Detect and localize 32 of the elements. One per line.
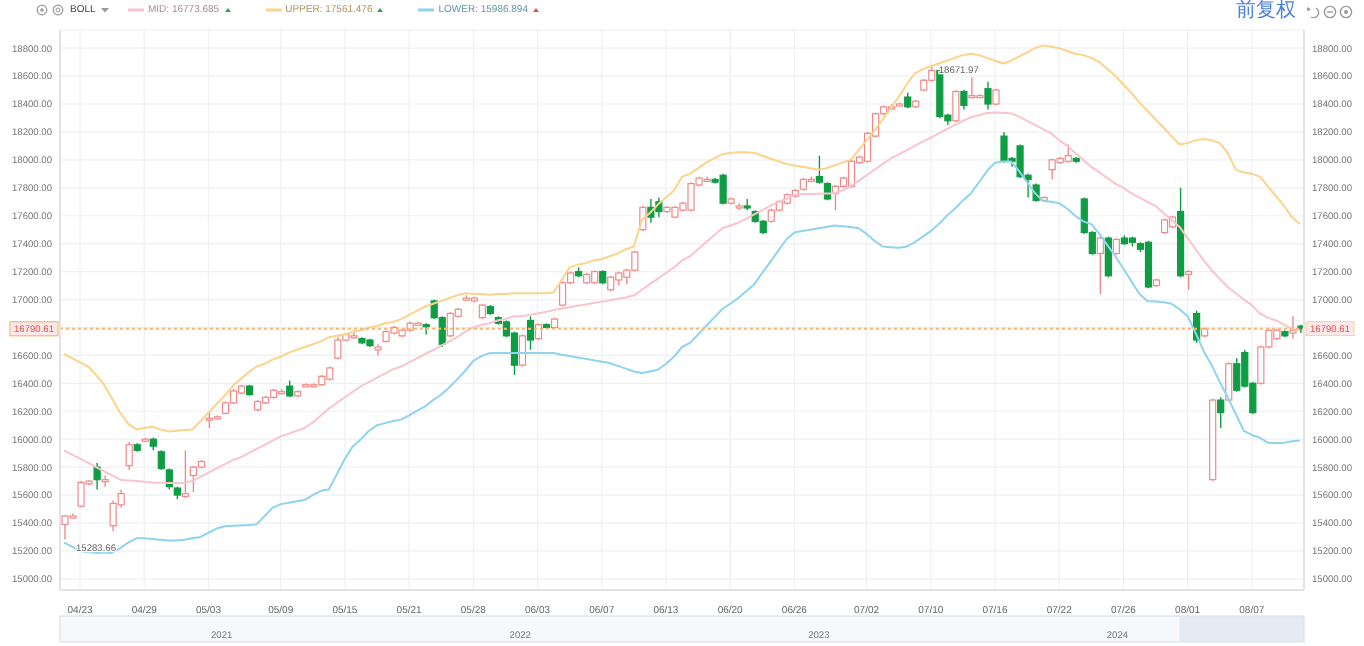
candlestick: [334, 336, 342, 361]
candlestick: [952, 89, 960, 123]
candlestick: [687, 181, 695, 213]
candlestick: [960, 89, 968, 111]
candlestick: [984, 80, 992, 111]
candlestick: [157, 449, 165, 471]
candlestick: [1217, 396, 1225, 429]
candlestick: [1000, 131, 1008, 164]
candlestick: [1064, 143, 1072, 164]
line-series: [63, 160, 1301, 554]
candlestick: [93, 462, 101, 491]
candlestick: [1048, 157, 1056, 181]
line-series: [63, 111, 1301, 484]
candlestick: [446, 311, 454, 338]
candlestick: [61, 514, 69, 540]
candlestick: [1096, 235, 1104, 295]
line-series: [63, 44, 1301, 433]
candlestick: [815, 154, 824, 185]
candlestick: [125, 441, 133, 471]
candlestick: [1144, 240, 1153, 290]
candlestick: [559, 280, 567, 308]
candlestick: [526, 315, 535, 351]
candlestick: [1289, 315, 1297, 340]
candlestick: [101, 474, 109, 488]
candlestick: [1233, 357, 1241, 393]
candlestick: [189, 465, 198, 493]
candlestick: [719, 173, 727, 206]
candlestick: [518, 333, 527, 368]
text: 前复权: [1236, 0, 1296, 24]
candlestick: [77, 480, 85, 509]
candlestick: [1185, 269, 1193, 291]
candlestick: [181, 449, 189, 499]
